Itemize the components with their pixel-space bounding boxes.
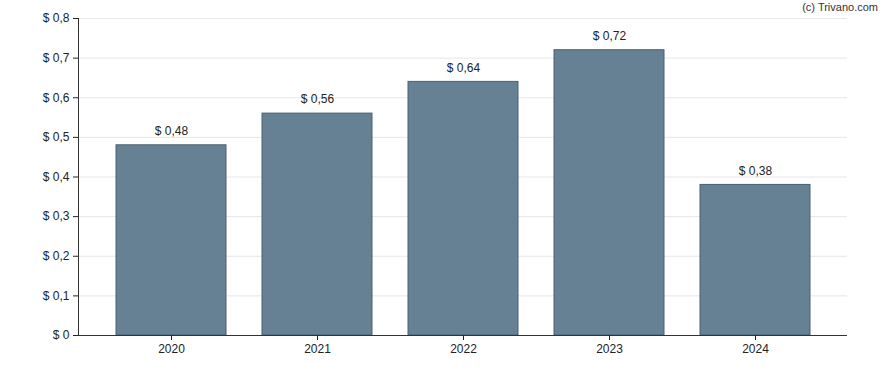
- svg-text:2020: 2020: [158, 342, 185, 356]
- svg-text:$ 0,2: $ 0,2: [43, 249, 70, 263]
- svg-text:$ 0,1: $ 0,1: [43, 289, 70, 303]
- svg-text:$ 0,7: $ 0,7: [43, 51, 70, 65]
- svg-text:$ 0,8: $ 0,8: [43, 11, 70, 25]
- svg-text:$ 0,64: $ 0,64: [447, 61, 481, 75]
- svg-text:$ 0,72: $ 0,72: [593, 29, 627, 43]
- svg-text:2021: 2021: [304, 342, 331, 356]
- svg-text:2022: 2022: [450, 342, 477, 356]
- svg-text:$ 0,38: $ 0,38: [739, 164, 773, 178]
- svg-text:2023: 2023: [596, 342, 623, 356]
- svg-text:$ 0,6: $ 0,6: [43, 91, 70, 105]
- svg-text:$ 0,3: $ 0,3: [43, 209, 70, 223]
- svg-text:$ 0,4: $ 0,4: [43, 170, 70, 184]
- svg-text:2024: 2024: [742, 342, 769, 356]
- svg-text:$ 0,48: $ 0,48: [155, 124, 189, 138]
- svg-text:$ 0,5: $ 0,5: [43, 130, 70, 144]
- html-text:(c) Trivano.com: (c) Trivano.com: [802, 1, 878, 13]
- svg-text:$ 0,56: $ 0,56: [301, 92, 335, 106]
- svg-text:$ 0: $ 0: [53, 328, 70, 342]
